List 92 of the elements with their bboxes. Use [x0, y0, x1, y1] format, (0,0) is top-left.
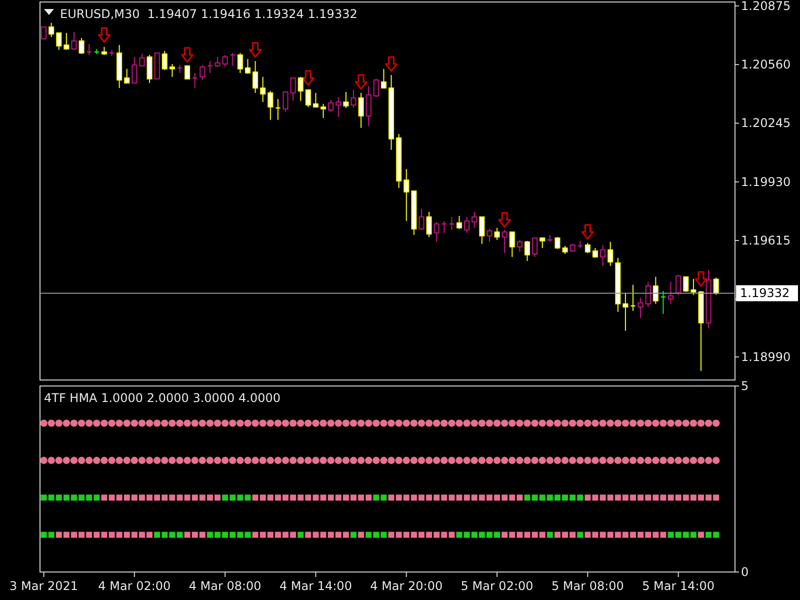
candlestick	[343, 91, 349, 108]
y-tick-label: 5	[741, 379, 749, 393]
point	[581, 224, 594, 240]
text: EURUSD,M30 1.19407 1.19416 1.19324 1.19332	[60, 7, 358, 21]
x-tick-label: 4 Mar 14:00	[279, 579, 352, 593]
candlestick	[282, 91, 288, 112]
candlestick	[124, 68, 130, 84]
point	[249, 42, 262, 58]
point	[98, 27, 111, 43]
candlestick	[434, 221, 440, 242]
candlestick	[554, 236, 560, 250]
candlestick	[350, 89, 356, 108]
candlestick	[222, 54, 228, 68]
candlestick	[237, 52, 243, 74]
x-tick-label: 4 Mar 08:00	[188, 579, 262, 593]
candlestick	[336, 96, 342, 118]
candlestick	[169, 64, 175, 78]
candlestick	[71, 31, 77, 50]
point	[694, 271, 708, 287]
y-tick-label: 1.20245	[741, 116, 791, 130]
candlestick	[252, 60, 258, 94]
candlestick	[645, 281, 651, 308]
candlestick	[683, 276, 689, 292]
x-tick-label: 5 Mar 02:00	[460, 579, 534, 593]
candlestick	[78, 37, 84, 54]
candlestick	[464, 216, 470, 234]
candlestick	[494, 227, 500, 240]
candlestick	[532, 237, 538, 258]
candlestick	[298, 76, 304, 102]
candlestick	[214, 56, 220, 68]
x-tick-label: 3 Mar 2021	[10, 579, 78, 593]
y-tick-label: 1.19615	[741, 234, 791, 248]
candlestick	[48, 22, 54, 38]
candlestick	[622, 292, 628, 332]
point	[384, 56, 398, 72]
candlestick	[516, 239, 522, 252]
candlestick	[358, 92, 364, 128]
candlestick	[260, 76, 266, 102]
candlestick	[268, 90, 274, 120]
y-tick-label: 0	[741, 565, 749, 579]
candlestick	[600, 244, 606, 266]
candlestick	[502, 229, 508, 254]
candlestick	[540, 237, 546, 248]
candlestick	[373, 78, 379, 98]
point	[354, 74, 368, 90]
candlestick	[524, 240, 530, 262]
candlestick	[290, 77, 296, 102]
candlestick	[486, 228, 492, 242]
x-tick-label: 5 Mar 14:00	[642, 579, 715, 593]
candlestick	[244, 58, 251, 74]
x-tick-label: 4 Mar 02:00	[98, 579, 171, 593]
candlestick	[64, 32, 70, 50]
candlestick	[668, 281, 674, 304]
y-tick-label: 1.19930	[741, 174, 791, 189]
candlestick	[608, 241, 614, 266]
candlestick	[56, 32, 62, 50]
candlestick	[305, 89, 311, 108]
candlestick	[713, 277, 719, 296]
candlestick	[456, 215, 462, 230]
candlestick	[676, 274, 682, 296]
candlestick	[162, 50, 168, 70]
candlestick	[366, 85, 372, 127]
x-tick-label: 4 Mar 20:00	[370, 579, 443, 593]
candlestick	[380, 68, 386, 89]
candlestick	[652, 276, 658, 304]
candlestick	[509, 231, 515, 258]
candlestick	[320, 103, 326, 119]
candlestick	[690, 278, 696, 296]
candlestick	[312, 92, 318, 108]
candlestick	[139, 53, 145, 66]
y-tick-label: 1.20875	[741, 0, 791, 13]
candlestick	[418, 208, 424, 230]
y-tick-label: 1.18990	[741, 350, 791, 364]
ref-line-label: 1.19332	[740, 286, 790, 300]
candlestick	[146, 54, 152, 84]
candlestick	[638, 297, 644, 318]
candlestick	[404, 168, 410, 222]
candlestick	[184, 65, 190, 80]
candlestick	[426, 211, 432, 238]
y-tick-label: 1.20560	[741, 58, 791, 72]
candlestick	[592, 247, 598, 258]
point	[181, 47, 194, 63]
point	[302, 70, 314, 86]
candlestick	[472, 211, 478, 228]
chart-title: 4TF HMA 1.0000 2.0000 3.0000 4.0000	[44, 391, 280, 405]
candlestick	[479, 216, 485, 244]
candlestick	[132, 56, 138, 84]
candlestick	[584, 242, 590, 254]
candlestick	[200, 64, 206, 81]
x-tick-label: 5 Mar 08:00	[551, 579, 624, 593]
candlestick	[328, 99, 334, 112]
point	[498, 212, 511, 228]
